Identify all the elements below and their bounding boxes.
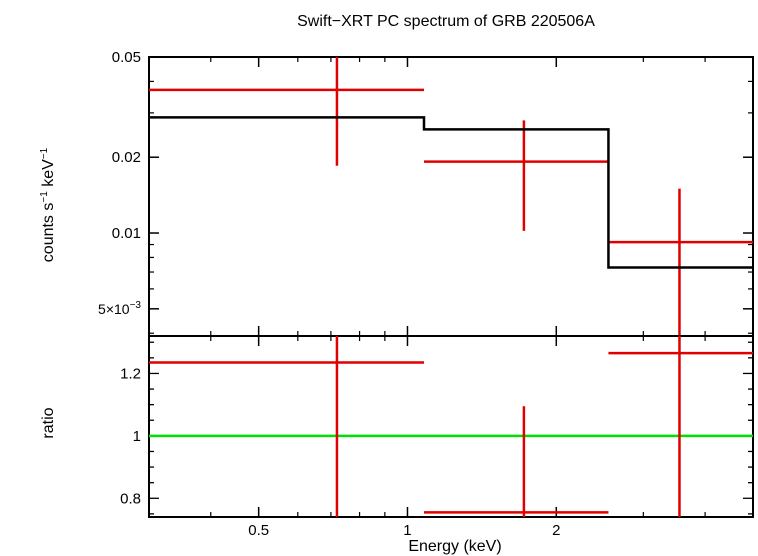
y-tick-label-text: 5×10 bbox=[98, 301, 130, 317]
ratio-frame bbox=[148, 335, 754, 518]
y-tick-label: 0.01 bbox=[112, 225, 141, 242]
model-step-line bbox=[149, 116, 753, 269]
y-axis-label-top: counts s−1 keV−1 bbox=[39, 147, 57, 262]
y-tick-label-text: 1.2 bbox=[120, 365, 141, 382]
y-tick-label-exp: −3 bbox=[130, 300, 142, 311]
spectrum-panel: 0.05 0.02 0.01 5×10−3 bbox=[98, 49, 754, 337]
x-tick-label: 2 bbox=[552, 522, 560, 539]
y-tick-label: 0.8 bbox=[120, 490, 141, 507]
y-axis-label-mid: keV bbox=[40, 159, 57, 191]
spectrum-frame bbox=[148, 56, 754, 337]
y-axis-label-exp2: −1 bbox=[39, 147, 50, 159]
y-tick-label-text: 0.02 bbox=[112, 149, 141, 166]
y-tick-label: 1.2 bbox=[120, 365, 141, 382]
x-tick-label: 1 bbox=[403, 522, 411, 539]
y-tick-label-text: 0.8 bbox=[120, 490, 141, 507]
y-axis-label-exp1: −1 bbox=[39, 191, 50, 203]
y-tick-label: 0.05 bbox=[112, 49, 141, 66]
y-tick-label: 5×10−3 bbox=[98, 300, 141, 317]
x-tick-label: 0.5 bbox=[248, 522, 269, 539]
y-tick-label-text: 0.01 bbox=[112, 225, 141, 242]
y-tick-label-text: 1 bbox=[133, 428, 141, 445]
y-tick-label: 0.02 bbox=[112, 149, 141, 166]
ratio-panel: 1.2 1 0.8 0.5 1 2 bbox=[120, 335, 754, 539]
y-axis-label-bottom: ratio bbox=[40, 407, 57, 438]
y-tick-label-text: 0.05 bbox=[112, 49, 141, 66]
chart-title: Swift−XRT PC spectrum of GRB 220506A bbox=[297, 13, 595, 30]
x-axis-label: Energy (keV) bbox=[408, 538, 501, 555]
y-tick-label: 1 bbox=[133, 428, 141, 445]
y-axis-label-base: counts s bbox=[40, 203, 57, 263]
